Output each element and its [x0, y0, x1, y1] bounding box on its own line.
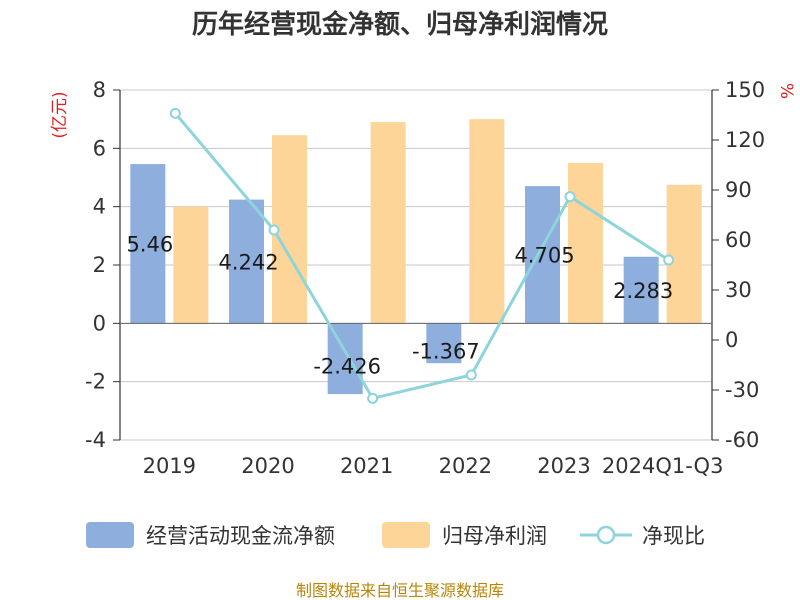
- data-label: 4.705: [514, 244, 574, 268]
- x-tick-label: 2019: [143, 454, 196, 478]
- right-tick-label: 120: [725, 128, 765, 152]
- x-tick-label: 2023: [537, 454, 590, 478]
- left-tick-label: -2: [85, 370, 106, 394]
- left-tick-label: 8: [93, 78, 106, 102]
- data-label: -1.367: [412, 339, 480, 363]
- left-tick-label: 4: [93, 195, 106, 219]
- legend-marker-ratio: [596, 525, 616, 545]
- bar-cashflow: [130, 164, 166, 324]
- legend-label-netprofit: 归母净利润: [442, 524, 547, 548]
- bar-netprofit: [469, 119, 505, 324]
- source-note: 制图数据来自恒生聚源数据库: [296, 581, 504, 600]
- right-tick-label: 60: [725, 228, 752, 252]
- x-tick-label: 2021: [340, 454, 393, 478]
- plot-area: 8 6 4 2 0 -2 -4 150 120 90 60 30 0 -30 -60 (亿元)% 2019 202…: [50, 78, 796, 478]
- right-tick-label: 90: [725, 178, 752, 202]
- bar-cashflow: [327, 323, 363, 395]
- bar-cashflow: [525, 186, 560, 324]
- x-tick-label: 2022: [439, 454, 492, 478]
- x-tick-label: 2020: [241, 454, 294, 478]
- bar-cashflow: [229, 199, 264, 324]
- line-point: [268, 224, 280, 236]
- left-tick-label: -4: [85, 428, 106, 452]
- chart-title: 历年经营现金净额、归母净利润情况: [192, 9, 608, 40]
- bar-cashflow: [623, 256, 659, 324]
- right-tick-label: 0: [725, 328, 738, 352]
- line-point: [663, 254, 675, 266]
- legend: 经营活动现金流净额 归母净利润 净现比: [86, 522, 705, 548]
- legend-label-cashflow: 经营活动现金流净额: [146, 524, 335, 548]
- line-point: [564, 191, 576, 203]
- x-tick-label: 2024Q1-Q3: [602, 454, 724, 478]
- right-axis-label: %: [776, 83, 796, 99]
- data-label: 2.283: [613, 279, 673, 303]
- right-tick-label: -60: [725, 428, 759, 452]
- data-label: -2.426: [313, 355, 381, 379]
- bar-netprofit: [370, 122, 406, 324]
- line-point: [465, 369, 477, 381]
- left-tick-label: 0: [93, 311, 106, 335]
- left-tick-label: 6: [93, 136, 106, 160]
- legend-label-ratio: 净现比: [642, 524, 705, 548]
- left-axis-label: (亿元): [50, 91, 70, 138]
- bar-netprofit: [173, 206, 209, 324]
- bar-netprofit: [568, 162, 603, 324]
- left-tick-label: 2: [93, 253, 106, 277]
- right-tick-label: 150: [725, 78, 765, 102]
- bar-cashflow: [426, 323, 462, 364]
- data-label: 4.242: [218, 250, 278, 274]
- data-label: 5.46: [126, 233, 173, 257]
- bar-netprofit: [666, 184, 702, 324]
- line-point: [169, 107, 181, 119]
- line-ratio: [174, 112, 670, 401]
- line-point: [367, 392, 379, 404]
- right-tick-label: 30: [725, 278, 752, 302]
- legend-swatch-cashflow: [86, 522, 134, 548]
- legend-swatch-netprofit: [382, 522, 430, 548]
- right-tick-label: -30: [725, 378, 759, 402]
